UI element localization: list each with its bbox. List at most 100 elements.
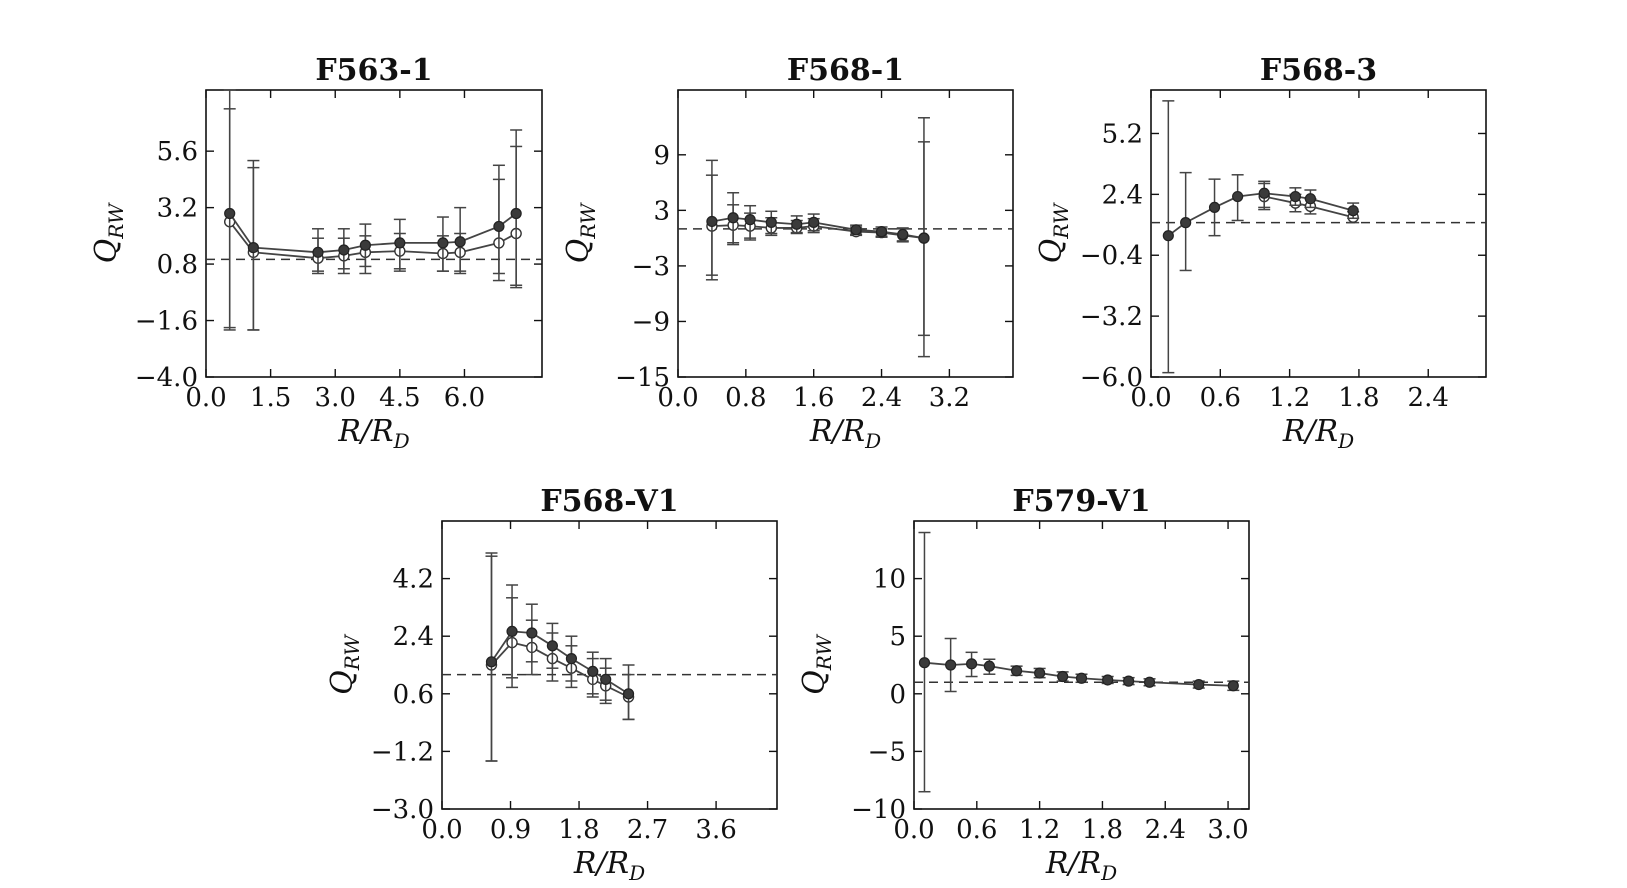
data-point-filled (600, 673, 612, 686)
panel-title: F568-3 (1260, 53, 1377, 88)
panel-3: F568-V1 0.0 0.9 1.8 2.7 3.6 −3.0 −1.2 0.6 2.4 4.2 R… (325, 484, 778, 885)
y-tick-label: 9 (653, 141, 670, 171)
y-tick-label: −0.4 (1080, 241, 1143, 271)
x-axis-label: R/RD (573, 846, 645, 885)
x-tick-label: 0.6 (956, 815, 997, 845)
x-tick-label: 3.0 (1207, 815, 1248, 845)
x-tick-label: 6.0 (444, 383, 485, 413)
x-tick-label: 1.2 (1019, 815, 1060, 845)
y-axis-label-subscript: RW (1049, 202, 1073, 240)
y-tick-label: −1.2 (371, 737, 434, 767)
data-point-filled (224, 207, 236, 220)
panel-1: F568-1 0.0 0.8 1.6 2.4 3.2 −15 −9 −3 3 9 R/RD QRW (561, 53, 1014, 453)
x-axis-label-subscript: D (1100, 861, 1117, 885)
data-point-filled (850, 224, 862, 236)
x-tick-label: 0.0 (893, 815, 934, 845)
data-point-filled (765, 216, 777, 228)
x-tick-label: 2.7 (627, 815, 668, 845)
data-point-filled (945, 659, 957, 671)
data-point-filled (437, 237, 449, 249)
x-tick-label: 0.0 (185, 383, 226, 413)
x-tick-label: 3.0 (315, 383, 356, 413)
y-tick-label: 5.2 (1102, 119, 1143, 149)
y-tick-label: −3.2 (1080, 302, 1143, 332)
series-line (711, 224, 925, 240)
x-tick-label: 2.4 (1408, 383, 1449, 413)
data-point-filled (791, 218, 803, 230)
axes-frame (441, 520, 778, 810)
y-axis-label-subscript: RW (340, 634, 364, 672)
data-point-filled (918, 657, 931, 669)
x-axis-label-subscript: D (393, 429, 410, 453)
data-point-filled (454, 236, 466, 248)
y-axis-label-subscript: RW (576, 202, 600, 240)
panel-2: F568-3 0.0 0.6 1.2 1.8 2.4 −6.0 −3.2 −0.4 2.4 5.2 R… (1034, 53, 1487, 453)
data-point-filled (1227, 680, 1239, 692)
data-point-filled (493, 220, 505, 233)
x-tick-label: 1.2 (1269, 383, 1310, 413)
data-point-filled (587, 665, 599, 678)
y-tick-label: 0 (889, 680, 906, 710)
data-point-filled (247, 242, 259, 254)
data-point-filled (485, 656, 498, 668)
y-tick-label: −5 (868, 737, 906, 767)
data-point-filled (1208, 201, 1221, 214)
panel-0: F563-1 0.0 1.5 3.0 4.5 6.0 −4.0 −1.6 0.8 3.2 5.6 R/… (89, 53, 543, 453)
data-point-filled (1123, 675, 1135, 687)
data-point-filled (394, 237, 406, 249)
y-axis-label: QRW (1034, 202, 1073, 263)
y-tick-label: −3 (632, 252, 670, 282)
data-point-filled (1180, 217, 1192, 229)
x-tick-label: 1.8 (1338, 383, 1379, 413)
x-tick-label: 3.6 (695, 815, 736, 845)
x-tick-label: 1.6 (793, 383, 834, 413)
data-point-filled (510, 207, 522, 220)
data-point-filled (1289, 190, 1301, 203)
y-tick-label: −4.0 (135, 363, 198, 393)
series-line (228, 212, 517, 254)
data-point-filled (1057, 670, 1069, 683)
data-point-filled (727, 212, 739, 224)
x-tick-label: 1.5 (250, 383, 291, 413)
y-axis-label: QRW (325, 634, 364, 695)
x-tick-label: 0.0 (657, 383, 698, 413)
series-open (485, 555, 635, 762)
y-tick-label: 4.2 (393, 565, 434, 595)
axes-frame (1150, 89, 1487, 378)
panel-4: F579-V1 0.0 0.6 1.2 1.8 2.4 3.0 −10 −5 0 5 10 R/RD QR… (797, 484, 1250, 885)
y-axis-label: QRW (797, 634, 836, 695)
y-tick-label: −10 (851, 795, 906, 825)
x-tick-label: 4.5 (379, 383, 420, 413)
axes-frame (913, 520, 1250, 810)
data-point-filled (918, 232, 930, 244)
panel-title: F563-1 (315, 53, 432, 88)
data-point-filled (983, 660, 995, 672)
x-tick-label: 0.0 (1130, 383, 1171, 413)
series-line (228, 221, 517, 260)
y-tick-label: −3.0 (371, 795, 434, 825)
y-axis-label: QRW (89, 202, 128, 263)
y-tick-label: 3.2 (157, 194, 198, 224)
data-point-filled (1102, 674, 1114, 686)
y-tick-label: −1.6 (135, 307, 198, 337)
data-point-filled (312, 246, 324, 258)
y-tick-label: 2.4 (1102, 180, 1143, 210)
y-tick-label: 10 (873, 565, 906, 595)
series-filled (1162, 100, 1360, 374)
x-tick-label: 2.4 (861, 383, 902, 413)
y-axis-label-subscript: RW (812, 634, 836, 672)
y-axis-label: QRW (561, 202, 600, 263)
panel-title: F568-V1 (540, 484, 678, 519)
series-filled (485, 552, 635, 762)
data-point-filled (565, 652, 578, 665)
data-point-filled (1143, 676, 1156, 688)
y-tick-label: −9 (632, 307, 670, 337)
x-axis-label: R/RD (337, 414, 409, 453)
panel-title: F579-V1 (1012, 484, 1150, 519)
data-point-filled (546, 640, 558, 652)
data-point-filled (965, 658, 978, 670)
data-point-filled (1232, 190, 1244, 203)
axes-frame (677, 89, 1014, 378)
series-open (223, 108, 523, 331)
